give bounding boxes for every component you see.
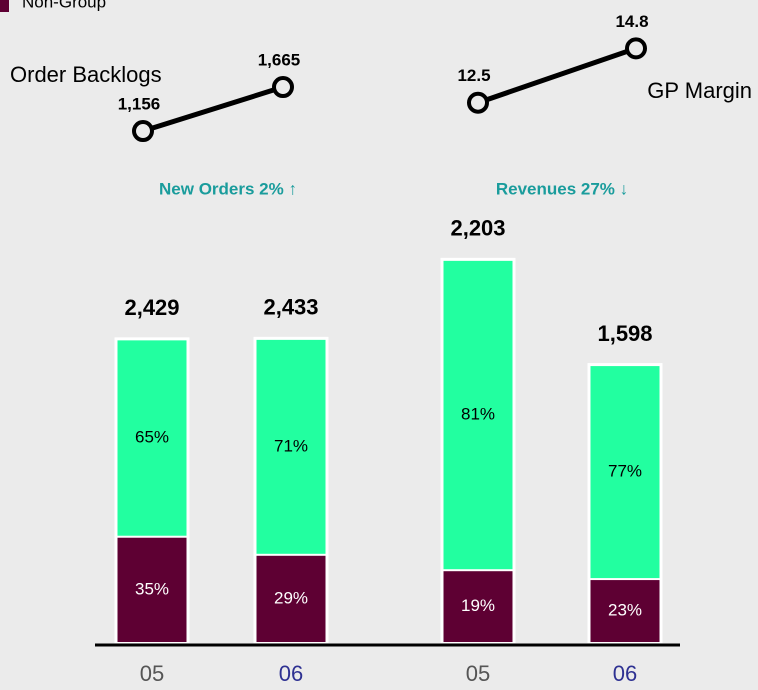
value-label: 1,665 bbox=[258, 51, 301, 70]
line-label: Order Backlogs bbox=[10, 62, 162, 87]
value-label: 14.8 bbox=[615, 12, 648, 31]
trend-line bbox=[477, 45, 637, 106]
segment-label: 81% bbox=[461, 405, 495, 424]
bar-segment bbox=[117, 537, 187, 642]
category-label: 06 bbox=[613, 661, 637, 686]
segment-label: 19% bbox=[461, 596, 495, 615]
chart-title: Revenues 27% ↓ bbox=[496, 179, 628, 198]
chart-title: New Orders 2% ↑ bbox=[159, 179, 297, 198]
total-label: 2,433 bbox=[263, 295, 318, 320]
value-label: 12.5 bbox=[457, 66, 490, 85]
segment-label: 65% bbox=[135, 428, 169, 447]
segment-label: 71% bbox=[274, 436, 308, 455]
total-label: 2,203 bbox=[450, 216, 505, 241]
trend-point bbox=[132, 120, 154, 143]
bar-segment bbox=[443, 571, 513, 642]
legend-swatch bbox=[0, 0, 9, 12]
bar-segment bbox=[590, 366, 660, 579]
trend-point bbox=[467, 91, 489, 114]
trend-line bbox=[142, 84, 284, 134]
bar-segment bbox=[443, 260, 513, 570]
bar-segment bbox=[256, 555, 326, 642]
segment-label: 29% bbox=[274, 588, 308, 607]
segment-label: 35% bbox=[135, 579, 169, 598]
legend-label: Non-Group bbox=[22, 0, 106, 11]
segment-label: 77% bbox=[608, 462, 642, 481]
value-label: 1,156 bbox=[118, 95, 161, 114]
category-label: 06 bbox=[279, 661, 303, 686]
trend-point bbox=[272, 76, 294, 99]
bar-segment bbox=[590, 580, 660, 642]
total-label: 2,429 bbox=[124, 295, 179, 320]
total-label: 1,598 bbox=[597, 321, 652, 346]
segment-label: 23% bbox=[608, 601, 642, 620]
trend-point bbox=[625, 37, 647, 60]
bar-segment bbox=[256, 339, 326, 554]
bar-segment bbox=[117, 340, 187, 536]
category-label: 05 bbox=[466, 661, 490, 686]
category-label: 05 bbox=[140, 661, 164, 686]
line-label: GP Margin bbox=[647, 78, 752, 103]
